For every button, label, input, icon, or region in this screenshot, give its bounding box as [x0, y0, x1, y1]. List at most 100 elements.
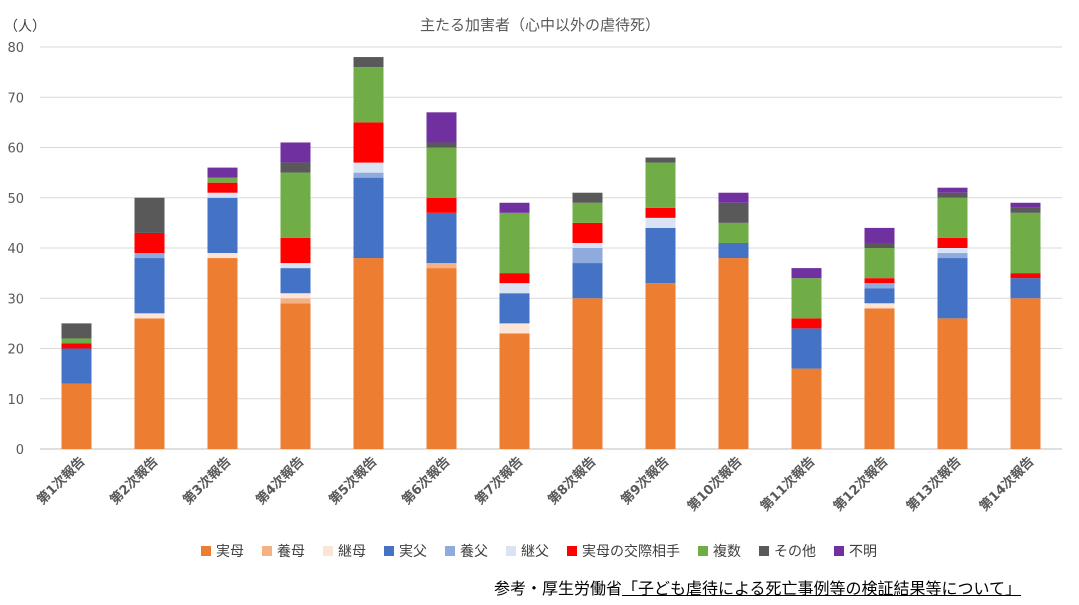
- x-tick-label: 第7次報告: [472, 454, 526, 508]
- source-link[interactable]: 「子ども虐待による死亡事例等の検証結果等について」: [622, 579, 1022, 598]
- legend-label: 継母: [338, 544, 366, 560]
- bar-segment: [61, 323, 92, 339]
- bar-segment: [61, 343, 92, 349]
- y-tick-label: 70: [7, 91, 24, 106]
- bar-segment: [61, 338, 92, 344]
- bar-segment: [280, 172, 311, 238]
- bar-segment: [937, 237, 968, 248]
- bar-segment: [353, 122, 384, 163]
- bar-segment: [134, 318, 165, 449]
- legend-label: 養母: [277, 543, 305, 560]
- legend-label: 複数: [713, 543, 741, 560]
- bar-segment: [426, 268, 457, 449]
- bar-segment: [791, 278, 822, 319]
- bar-segment: [791, 328, 822, 369]
- legend-item: その他: [759, 544, 816, 560]
- legend-item: 養父: [445, 543, 488, 560]
- bar-segment: [499, 333, 530, 449]
- bar-segment: [937, 258, 968, 319]
- bar-segment: [1010, 202, 1041, 208]
- legend-label: 養父: [460, 543, 488, 560]
- bar-stack: [134, 197, 165, 449]
- bar-segment: [426, 212, 457, 264]
- bar-stack: [937, 187, 968, 449]
- bar-segment: [134, 197, 165, 233]
- bar-segment: [207, 167, 238, 178]
- legend-swatch: [384, 546, 394, 556]
- source-prefix: 参考・厚生労働省: [494, 579, 623, 598]
- legend-item: 養母: [262, 543, 305, 560]
- bar-segment: [353, 162, 384, 173]
- bar-segment: [1010, 212, 1041, 274]
- bar-segment: [499, 212, 530, 274]
- bar-segment: [937, 248, 968, 254]
- legend-swatch: [201, 546, 211, 556]
- y-tick-label: 40: [7, 242, 24, 257]
- bar-segment: [280, 162, 311, 173]
- bar-segment: [134, 258, 165, 314]
- bar-stack: [791, 268, 822, 449]
- bar-segment: [499, 202, 530, 213]
- bar-segment: [572, 222, 603, 243]
- x-tick-label: 第4次報告: [253, 454, 307, 508]
- bar-segment: [864, 248, 895, 279]
- x-tick-label: 第2次報告: [107, 454, 161, 508]
- bar-segment: [1010, 298, 1041, 449]
- bar-segment: [61, 348, 92, 384]
- y-axis-label: （人）: [4, 19, 46, 35]
- bar-segment: [718, 242, 749, 259]
- legend-swatch: [506, 546, 516, 556]
- bar-segment: [207, 177, 238, 183]
- legend-label: その他: [774, 544, 816, 560]
- bar-segment: [572, 298, 603, 449]
- bar-segment: [353, 67, 384, 123]
- y-tick-label: 0: [16, 443, 24, 458]
- bar-segment: [645, 227, 676, 284]
- bar-stack: [645, 157, 676, 449]
- legend-swatch: [567, 546, 577, 556]
- legend: 実母 養母 継母 実父 養父 継父 実母の交際相手 複数 その他 不明: [201, 543, 877, 560]
- bar-segment: [645, 157, 676, 163]
- gridlines: [40, 46, 1062, 450]
- legend-label: 実母の交際相手: [582, 543, 680, 560]
- bar-stack: [426, 112, 457, 449]
- y-tick-label: 20: [7, 343, 24, 358]
- bars: [61, 57, 1041, 449]
- bar-segment: [718, 258, 749, 449]
- bar-segment: [280, 298, 311, 304]
- bar-segment: [791, 268, 822, 279]
- bar-segment: [718, 192, 749, 203]
- bar-stack: [1010, 202, 1041, 449]
- legend-swatch: [445, 546, 455, 556]
- bar-segment: [864, 283, 895, 289]
- legend-label: 不明: [849, 544, 877, 560]
- x-tick-label: 第12次報告: [830, 454, 891, 515]
- legend-item: 実母: [201, 544, 244, 560]
- bar-stack: [864, 227, 895, 449]
- legend-swatch: [759, 546, 769, 556]
- x-tick-label: 第11次報告: [757, 454, 818, 515]
- bar-segment: [572, 248, 603, 264]
- legend-label: 実母: [216, 544, 244, 560]
- x-axis-labels: 第1次報告 第2次報告 第3次報告 第4次報告 第5次報告 第6次報告 第7次報告 第8次報告…: [34, 454, 1037, 515]
- x-tick-label: 第13次報告: [903, 454, 964, 515]
- bar-segment: [426, 147, 457, 198]
- bar-segment: [353, 57, 384, 68]
- bar-segment: [864, 227, 895, 243]
- x-tick-label: 第10次報告: [684, 454, 745, 515]
- bar-segment: [207, 253, 238, 259]
- bar-segment: [791, 368, 822, 449]
- bar-segment: [426, 112, 457, 143]
- bar-segment: [353, 172, 384, 178]
- bar-segment: [426, 142, 457, 148]
- x-tick-label: 第9次報告: [618, 454, 672, 508]
- bar-segment: [353, 258, 384, 449]
- legend-item: 不明: [834, 544, 877, 560]
- bar-segment: [572, 202, 603, 223]
- bar-segment: [426, 263, 457, 269]
- bar-stack: [572, 192, 603, 449]
- bar-segment: [937, 318, 968, 449]
- legend-swatch: [262, 546, 272, 556]
- bar-segment: [718, 222, 749, 243]
